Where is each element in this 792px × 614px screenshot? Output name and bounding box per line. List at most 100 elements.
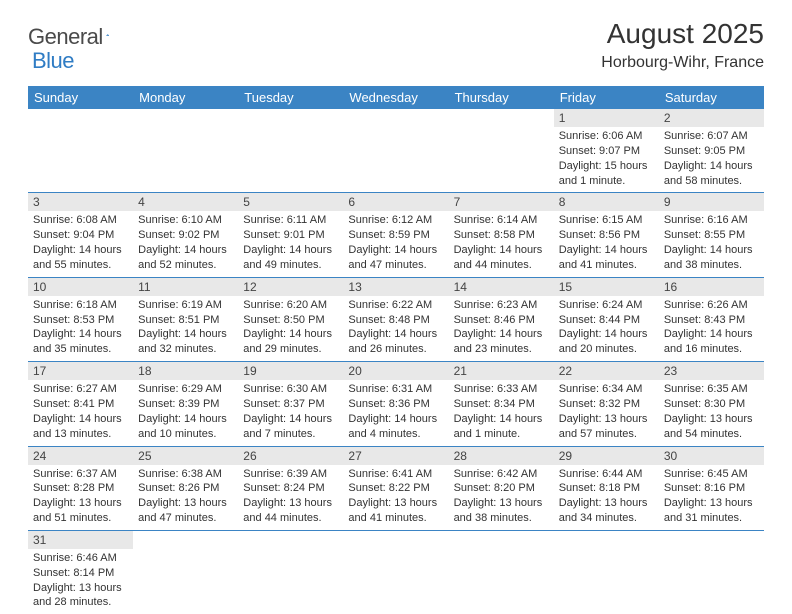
- day-line: Sunrise: 6:41 AM: [348, 467, 443, 482]
- day-body: Sunrise: 6:30 AMSunset: 8:37 PMDaylight:…: [238, 380, 343, 445]
- day-line: Daylight: 13 hours and 41 minutes.: [348, 496, 443, 526]
- day-body: Sunrise: 6:38 AMSunset: 8:26 PMDaylight:…: [133, 465, 238, 530]
- day-line: Sunset: 8:51 PM: [138, 313, 233, 328]
- day-number: 30: [659, 447, 764, 465]
- day-body: [449, 127, 554, 133]
- day-line: Sunset: 8:24 PM: [243, 481, 338, 496]
- day-body: Sunrise: 6:44 AMSunset: 8:18 PMDaylight:…: [554, 465, 659, 530]
- day-line: Sunrise: 6:10 AM: [138, 213, 233, 228]
- calendar-day-cell: 16Sunrise: 6:26 AMSunset: 8:43 PMDayligh…: [659, 277, 764, 361]
- day-line: Daylight: 14 hours and 29 minutes.: [243, 327, 338, 357]
- calendar-week-row: 3Sunrise: 6:08 AMSunset: 9:04 PMDaylight…: [28, 193, 764, 277]
- day-line: Daylight: 13 hours and 54 minutes.: [664, 412, 759, 442]
- day-body: Sunrise: 6:45 AMSunset: 8:16 PMDaylight:…: [659, 465, 764, 530]
- day-line: Sunset: 9:04 PM: [33, 228, 128, 243]
- day-number: 29: [554, 447, 659, 465]
- day-body: [28, 127, 133, 133]
- calendar-day-cell: 21Sunrise: 6:33 AMSunset: 8:34 PMDayligh…: [449, 362, 554, 446]
- day-number: 3: [28, 193, 133, 211]
- day-line: Sunset: 8:28 PM: [33, 481, 128, 496]
- day-line: Daylight: 14 hours and 49 minutes.: [243, 243, 338, 273]
- day-line: Sunset: 8:34 PM: [454, 397, 549, 412]
- calendar-day-cell: 26Sunrise: 6:39 AMSunset: 8:24 PMDayligh…: [238, 446, 343, 530]
- day-line: Sunset: 8:30 PM: [664, 397, 759, 412]
- day-body: Sunrise: 6:19 AMSunset: 8:51 PMDaylight:…: [133, 296, 238, 361]
- day-line: Sunset: 8:18 PM: [559, 481, 654, 496]
- calendar-day-cell: 10Sunrise: 6:18 AMSunset: 8:53 PMDayligh…: [28, 277, 133, 361]
- day-body: Sunrise: 6:22 AMSunset: 8:48 PMDaylight:…: [343, 296, 448, 361]
- calendar-day-cell: 2Sunrise: 6:07 AMSunset: 9:05 PMDaylight…: [659, 109, 764, 193]
- day-line: Daylight: 14 hours and 7 minutes.: [243, 412, 338, 442]
- day-line: Sunrise: 6:34 AM: [559, 382, 654, 397]
- day-line: Sunrise: 6:37 AM: [33, 467, 128, 482]
- day-body: Sunrise: 6:39 AMSunset: 8:24 PMDaylight:…: [238, 465, 343, 530]
- day-line: Sunset: 8:39 PM: [138, 397, 233, 412]
- weekday-header: Friday: [554, 86, 659, 109]
- day-body: [343, 549, 448, 555]
- day-line: Daylight: 14 hours and 41 minutes.: [559, 243, 654, 273]
- day-line: Sunset: 8:46 PM: [454, 313, 549, 328]
- day-number: 24: [28, 447, 133, 465]
- calendar-day-cell: 12Sunrise: 6:20 AMSunset: 8:50 PMDayligh…: [238, 277, 343, 361]
- day-line: Sunrise: 6:11 AM: [243, 213, 338, 228]
- day-body: [659, 549, 764, 555]
- weekday-header: Sunday: [28, 86, 133, 109]
- day-line: Sunrise: 6:45 AM: [664, 467, 759, 482]
- day-line: Sunset: 9:02 PM: [138, 228, 233, 243]
- day-line: Sunset: 8:16 PM: [664, 481, 759, 496]
- day-line: Daylight: 14 hours and 4 minutes.: [348, 412, 443, 442]
- location-label: Horbourg-Wihr, France: [601, 54, 764, 72]
- logo: General: [28, 18, 128, 50]
- day-line: Sunrise: 6:19 AM: [138, 298, 233, 313]
- day-line: Sunset: 8:32 PM: [559, 397, 654, 412]
- day-number: 17: [28, 362, 133, 380]
- day-line: Sunrise: 6:35 AM: [664, 382, 759, 397]
- day-line: Sunrise: 6:16 AM: [664, 213, 759, 228]
- day-body: Sunrise: 6:24 AMSunset: 8:44 PMDaylight:…: [554, 296, 659, 361]
- calendar-day-cell: 25Sunrise: 6:38 AMSunset: 8:26 PMDayligh…: [133, 446, 238, 530]
- weekday-header: Thursday: [449, 86, 554, 109]
- day-number: [28, 109, 133, 127]
- calendar-day-cell: 28Sunrise: 6:42 AMSunset: 8:20 PMDayligh…: [449, 446, 554, 530]
- calendar-day-cell: 29Sunrise: 6:44 AMSunset: 8:18 PMDayligh…: [554, 446, 659, 530]
- day-line: Daylight: 14 hours and 23 minutes.: [454, 327, 549, 357]
- day-body: Sunrise: 6:42 AMSunset: 8:20 PMDaylight:…: [449, 465, 554, 530]
- day-line: Sunset: 9:01 PM: [243, 228, 338, 243]
- day-body: Sunrise: 6:07 AMSunset: 9:05 PMDaylight:…: [659, 127, 764, 192]
- day-number: 1: [554, 109, 659, 127]
- calendar-day-cell: 31Sunrise: 6:46 AMSunset: 8:14 PMDayligh…: [28, 530, 133, 614]
- calendar-day-cell: [238, 109, 343, 193]
- day-number: 26: [238, 447, 343, 465]
- day-line: Sunrise: 6:29 AM: [138, 382, 233, 397]
- day-body: Sunrise: 6:11 AMSunset: 9:01 PMDaylight:…: [238, 211, 343, 276]
- day-number: [554, 531, 659, 549]
- day-body: [133, 127, 238, 133]
- calendar-day-cell: 24Sunrise: 6:37 AMSunset: 8:28 PMDayligh…: [28, 446, 133, 530]
- day-body: Sunrise: 6:27 AMSunset: 8:41 PMDaylight:…: [28, 380, 133, 445]
- weekday-header: Wednesday: [343, 86, 448, 109]
- day-line: Sunset: 8:53 PM: [33, 313, 128, 328]
- day-body: Sunrise: 6:10 AMSunset: 9:02 PMDaylight:…: [133, 211, 238, 276]
- calendar-day-cell: 6Sunrise: 6:12 AMSunset: 8:59 PMDaylight…: [343, 193, 448, 277]
- day-body: Sunrise: 6:08 AMSunset: 9:04 PMDaylight:…: [28, 211, 133, 276]
- calendar-day-cell: 30Sunrise: 6:45 AMSunset: 8:16 PMDayligh…: [659, 446, 764, 530]
- calendar-day-cell: 15Sunrise: 6:24 AMSunset: 8:44 PMDayligh…: [554, 277, 659, 361]
- day-line: Daylight: 14 hours and 1 minute.: [454, 412, 549, 442]
- logo-text-general: General: [28, 24, 103, 50]
- day-line: Daylight: 14 hours and 52 minutes.: [138, 243, 233, 273]
- day-body: [238, 549, 343, 555]
- day-line: Sunrise: 6:33 AM: [454, 382, 549, 397]
- calendar-day-cell: 14Sunrise: 6:23 AMSunset: 8:46 PMDayligh…: [449, 277, 554, 361]
- calendar-day-cell: 9Sunrise: 6:16 AMSunset: 8:55 PMDaylight…: [659, 193, 764, 277]
- day-line: Sunrise: 6:31 AM: [348, 382, 443, 397]
- day-line: Daylight: 14 hours and 10 minutes.: [138, 412, 233, 442]
- day-line: Sunrise: 6:07 AM: [664, 129, 759, 144]
- day-body: Sunrise: 6:41 AMSunset: 8:22 PMDaylight:…: [343, 465, 448, 530]
- day-line: Sunset: 8:43 PM: [664, 313, 759, 328]
- day-body: Sunrise: 6:15 AMSunset: 8:56 PMDaylight:…: [554, 211, 659, 276]
- day-number: 31: [28, 531, 133, 549]
- day-line: Daylight: 13 hours and 44 minutes.: [243, 496, 338, 526]
- day-line: Daylight: 14 hours and 44 minutes.: [454, 243, 549, 273]
- calendar-day-cell: [343, 109, 448, 193]
- day-line: Daylight: 15 hours and 1 minute.: [559, 159, 654, 189]
